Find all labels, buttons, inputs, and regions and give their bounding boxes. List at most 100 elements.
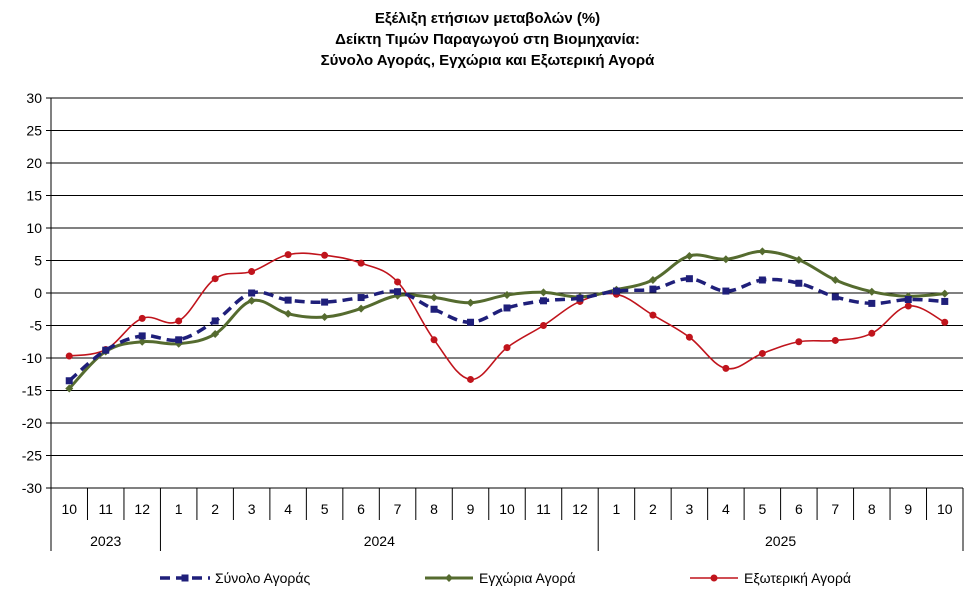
data-point bbox=[831, 276, 840, 284]
data-point bbox=[831, 336, 839, 344]
data-point bbox=[430, 293, 439, 302]
legend-item: Εξωτερική Αγορά bbox=[690, 570, 851, 586]
data-point bbox=[65, 352, 73, 360]
data-point bbox=[247, 296, 256, 305]
data-point bbox=[941, 297, 949, 305]
data-point bbox=[284, 251, 292, 259]
axes: 30 25 20 15 10 5 0 -5 -10 -15 -20 -25 -30 bbox=[22, 90, 963, 496]
x-tick-label: 1 bbox=[613, 501, 621, 517]
x-tick-label: 2 bbox=[649, 501, 657, 517]
data-point bbox=[539, 322, 547, 329]
x-tick-label: 6 bbox=[795, 501, 803, 517]
data-point bbox=[357, 304, 366, 313]
year-label: 2025 bbox=[765, 533, 796, 549]
x-tick-label: 9 bbox=[904, 501, 912, 517]
data-point bbox=[320, 313, 329, 322]
data-point bbox=[321, 251, 329, 259]
y-tick-label: 15 bbox=[26, 188, 42, 204]
data-point bbox=[430, 336, 438, 344]
year-label: 2024 bbox=[364, 533, 395, 549]
data-point bbox=[211, 317, 219, 325]
data-point bbox=[467, 318, 475, 326]
data-point bbox=[649, 285, 657, 293]
data-point bbox=[867, 287, 876, 296]
y-tick-label: -25 bbox=[22, 448, 42, 464]
x-tick-label: 12 bbox=[134, 501, 150, 517]
series-2 bbox=[65, 247, 949, 393]
x-tick-label: 5 bbox=[758, 501, 766, 517]
legend: Σύνολο Αγοράς Εγχώρια Αγορά Εξωτερική Αγορ… bbox=[160, 570, 851, 586]
chart-title-line-3: Σύνολο Αγοράς, Εγχώρια και Εξωτερική Αγο… bbox=[320, 52, 655, 69]
y-tick-label: 10 bbox=[26, 220, 42, 236]
data-point bbox=[65, 384, 74, 393]
data-point bbox=[394, 278, 402, 286]
y-tick-label: 25 bbox=[26, 123, 42, 139]
x-tick-label: 8 bbox=[430, 501, 438, 517]
y-tick-label: -5 bbox=[30, 318, 43, 334]
x-tick-label: 7 bbox=[831, 501, 839, 517]
legend-marker bbox=[445, 574, 453, 582]
data-point bbox=[795, 279, 803, 287]
data-point bbox=[685, 275, 693, 283]
data-point bbox=[503, 304, 511, 312]
data-point bbox=[722, 287, 730, 295]
x-tick-label: 10 bbox=[499, 501, 515, 517]
x-tick-label: 10 bbox=[61, 501, 77, 517]
data-point bbox=[138, 337, 147, 346]
data-point bbox=[175, 317, 183, 325]
data-point bbox=[831, 293, 839, 301]
legend-label: Εξωτερική Αγορά bbox=[744, 570, 851, 586]
data-point bbox=[904, 302, 912, 310]
legend-label: Σύνολο Αγοράς bbox=[215, 570, 310, 586]
data-point bbox=[284, 296, 292, 304]
chart-title: Εξέλιξη ετήσιων μεταβολών (%) Δείκτη Τιμ… bbox=[0, 8, 975, 71]
series-line bbox=[68, 249, 945, 390]
data-point bbox=[868, 329, 876, 337]
x-tick-label: 8 bbox=[868, 501, 876, 517]
x-tick-label: 4 bbox=[722, 501, 730, 517]
data-point bbox=[248, 289, 256, 297]
data-point bbox=[467, 375, 475, 383]
data-point bbox=[503, 290, 511, 299]
data-point bbox=[721, 255, 730, 264]
data-point bbox=[940, 289, 949, 298]
x-tick-label: 2 bbox=[211, 501, 219, 517]
data-point bbox=[758, 276, 766, 284]
data-point bbox=[722, 364, 730, 372]
data-point bbox=[248, 268, 256, 276]
x-tick-label: 1 bbox=[175, 501, 183, 517]
x-tick-label: 10 bbox=[937, 501, 953, 517]
y-tick-label: -15 bbox=[22, 383, 42, 399]
data-point bbox=[612, 287, 620, 295]
x-tick-label: 6 bbox=[357, 501, 365, 517]
data-point bbox=[284, 309, 293, 318]
data-point bbox=[649, 311, 657, 319]
legend-marker bbox=[710, 574, 718, 582]
data-point bbox=[357, 259, 365, 267]
series-line bbox=[69, 252, 946, 381]
x-tick-label: 11 bbox=[98, 501, 113, 517]
series bbox=[65, 247, 949, 393]
x-tick-label: 5 bbox=[321, 501, 329, 517]
chart-title-line-1: Εξέλιξη ετήσιων μεταβολών (%) bbox=[374, 10, 601, 27]
data-point bbox=[539, 297, 547, 305]
data-point bbox=[685, 333, 693, 341]
data-point bbox=[758, 349, 766, 357]
x-tick-label: 12 bbox=[572, 501, 588, 517]
y-tick-label: 30 bbox=[26, 90, 42, 106]
data-point bbox=[758, 247, 767, 256]
data-point bbox=[685, 251, 694, 260]
series-1 bbox=[65, 275, 949, 385]
legend-label: Εγχώρια Αγορά bbox=[479, 570, 575, 586]
x-tick-label: 9 bbox=[467, 501, 475, 517]
data-point bbox=[211, 275, 219, 283]
legend-item: Εγχώρια Αγορά bbox=[425, 570, 575, 586]
legend-marker bbox=[181, 574, 189, 582]
year-label: 2023 bbox=[90, 533, 121, 549]
data-point bbox=[430, 305, 438, 313]
data-point bbox=[394, 288, 402, 296]
x-tick-label: 3 bbox=[248, 501, 256, 517]
y-tick-label: 5 bbox=[34, 253, 42, 269]
